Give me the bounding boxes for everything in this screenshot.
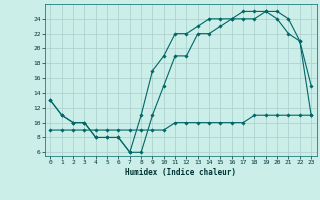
X-axis label: Humidex (Indice chaleur): Humidex (Indice chaleur)	[125, 168, 236, 177]
